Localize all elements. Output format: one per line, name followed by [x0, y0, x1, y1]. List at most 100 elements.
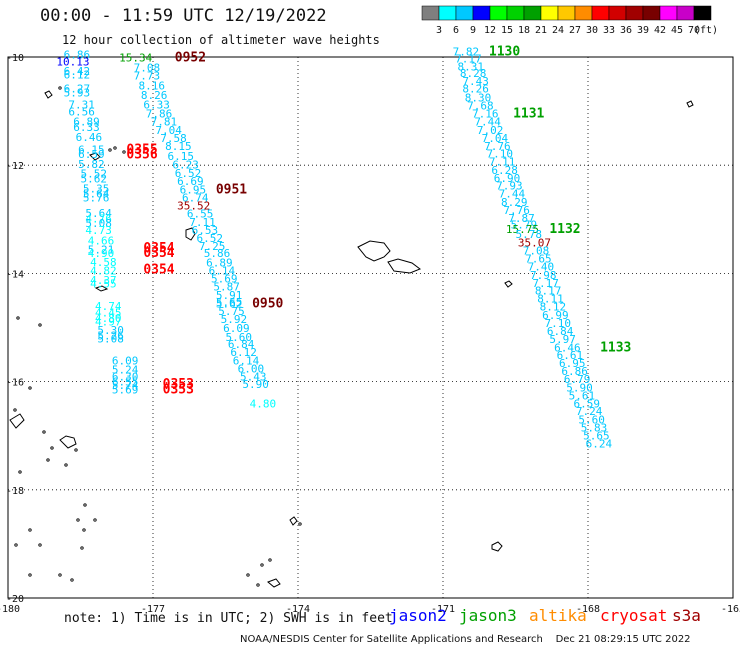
wave-height-label: 35.07 [518, 236, 551, 249]
islet-marker [268, 558, 272, 562]
islet-marker [76, 518, 80, 522]
track-time-label: 0353 [163, 377, 194, 392]
wave-height-label: 6.46 [76, 131, 103, 144]
track-time-label: 0354 [143, 241, 174, 256]
island-outline [504, 280, 513, 288]
map-plot: -180 -177 -174 -171 -168 -165 -10 -12 -14 -16 -18 -… [0, 44, 740, 612]
wave-height-label: 5.65 [583, 429, 610, 442]
wave-height-label: 6.23 [172, 158, 199, 171]
track-time-label: 0952 [175, 50, 206, 65]
wave-height-label: 8.11 [537, 293, 564, 306]
wave-height-label: 4.97 [95, 315, 122, 328]
colorbar-tick-label: 30 [586, 25, 598, 36]
island-outline [491, 541, 503, 552]
wave-height-label: 7.76 [503, 204, 529, 217]
wave-height-label: 5.91 [216, 289, 243, 302]
islet-marker [74, 448, 78, 452]
wave-height-label: 5.64 [83, 188, 110, 201]
wave-height-label: 5.60 [578, 413, 605, 426]
wave-height-label: 6.53 [192, 224, 219, 237]
wave-height-label: 7.44 [499, 188, 526, 201]
island-outline [94, 285, 109, 292]
track-time-label: 0353 [163, 383, 194, 398]
colorbar-tick-label: 21 [535, 25, 547, 36]
wave-height-label: 6.99 [542, 309, 569, 322]
wave-height-label: 5.62 [81, 173, 108, 186]
color-scale-legend: 3 6 9 12 15 18 21 24 27 30 33 36 39 42 45 70(ft) [421, 5, 718, 36]
wave-height-label: 8.26 [462, 83, 489, 96]
colorbar-tick-label: 27 [569, 25, 581, 36]
colorbar-tick-label: 15 [501, 25, 513, 36]
wave-height-label: 5.79 [511, 218, 537, 231]
footer-note: note: 1) Time is in UTC; 2) SWH is in fe… [64, 611, 393, 626]
wave-height-label: 5.69 [112, 384, 138, 397]
wave-height-label: 6.09 [223, 322, 250, 335]
track-time-label: 0354 [143, 246, 174, 261]
wave-height-label: 5.93 [64, 86, 90, 99]
wave-height-label: 5.60 [226, 331, 253, 344]
wave-height-label: 7.04 [155, 124, 182, 137]
wave-height-label: 7.31 [68, 98, 95, 111]
track-time-label: 1133 [600, 340, 631, 355]
wave-height-label: 5.43 [240, 371, 267, 384]
wave-height-label: 4.90 [88, 247, 115, 260]
colorbar-tick-label: 9 [470, 25, 476, 36]
wave-height-label: 7.24 [576, 405, 603, 418]
islet-marker [28, 386, 32, 390]
islet-marker [13, 408, 17, 412]
lon-tick-label: -174 [286, 604, 310, 612]
wave-height-label: 5.08 [85, 217, 112, 230]
islet-marker [50, 446, 54, 450]
wave-height-label: 8.26 [141, 89, 168, 102]
wave-height-label: 7.08 [134, 62, 161, 75]
wave-height-label: 7.10 [545, 317, 572, 330]
wave-height-label: 5.90 [566, 381, 593, 394]
wave-height-label: 8.31 [458, 61, 485, 74]
wave-height-label: 6.84 [228, 338, 255, 351]
wave-height-label: 5.83 [581, 421, 608, 434]
islet-marker [108, 148, 112, 152]
colorbar-tick-label: 45 [671, 25, 683, 36]
wave-height-label: 6.79 [564, 373, 591, 386]
islet-marker [256, 583, 260, 587]
island-outline [44, 90, 53, 99]
islet-marker [58, 86, 62, 90]
wave-height-label: 6.89 [73, 116, 100, 129]
wave-height-label: 7.76 [484, 140, 511, 153]
lat-tick-label: -14 [6, 269, 24, 280]
wave-height-label: 7.40 [528, 261, 555, 274]
wave-height-label: 4.80 [250, 398, 277, 411]
islet-marker [298, 522, 302, 526]
wave-height-label: 7.65 [525, 253, 552, 266]
wave-height-label: 6.33 [143, 98, 170, 111]
island-outline [185, 227, 196, 241]
wave-height-label: 5.76 [83, 191, 110, 204]
islet-marker [42, 430, 46, 434]
wave-height-label: 7.43 [462, 75, 489, 88]
wave-height-label: 6.15 [168, 150, 195, 163]
colorbar-tick-label: 39 [637, 25, 649, 36]
island-outline [9, 413, 25, 429]
wave-height-label: 8.29 [501, 196, 528, 209]
islet-marker [82, 528, 86, 532]
wave-height-label: 4.55 [90, 277, 117, 290]
wave-height-label: 6.12 [64, 69, 90, 82]
wave-height-label: 6.56 [68, 105, 95, 118]
wave-height-label: 7.58 [160, 132, 187, 145]
wave-height-label: 6.61 [557, 349, 584, 362]
wave-height-label: 7.87 [508, 212, 535, 225]
wave-height-label: 5.52 [81, 168, 108, 181]
map-frame [7, 56, 734, 599]
wave-height-label: 8.30 [465, 91, 492, 104]
islet-marker [38, 323, 42, 327]
colorbar-tick-label: 36 [620, 25, 632, 36]
legend-cryosat: cryosat [600, 606, 668, 625]
wave-height-label: 4.74 [95, 300, 122, 313]
lon-tick-label: -171 [431, 604, 455, 612]
colorbar-tick-label: 3 [436, 25, 442, 36]
figure-title: 00:00 - 11:59 UTC 12/19/2022 [40, 6, 327, 26]
wave-height-label: 7.44 [474, 116, 501, 129]
wave-height-label: 5.69 [211, 273, 238, 286]
islet-marker [260, 563, 264, 567]
